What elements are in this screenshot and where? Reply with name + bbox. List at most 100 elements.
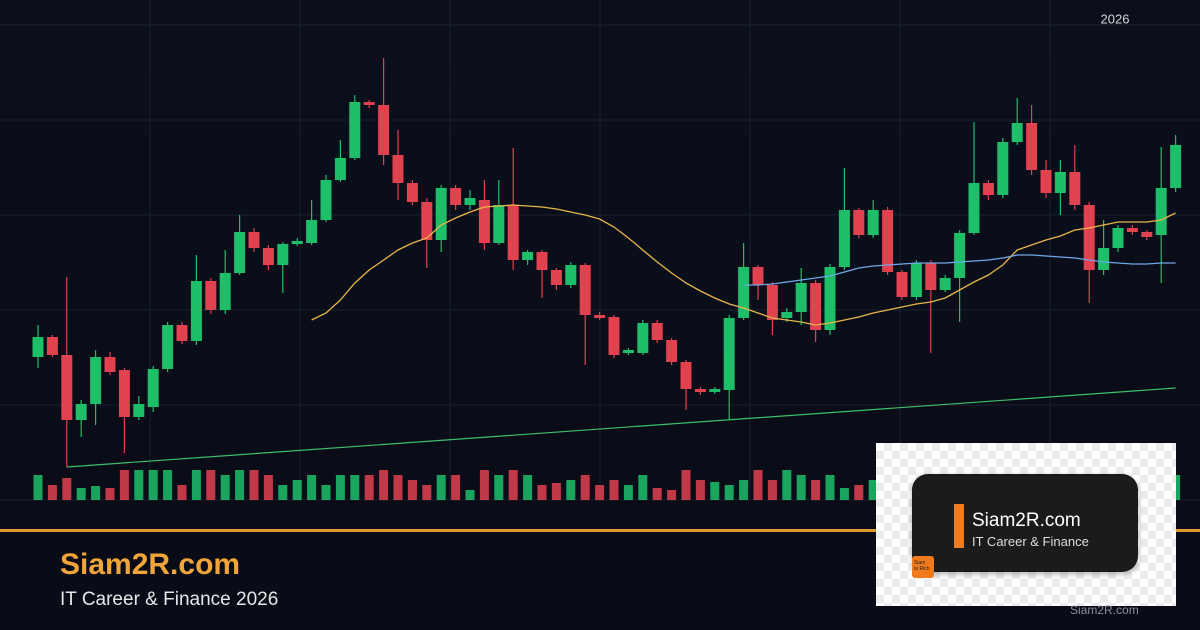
candle-body (190, 281, 202, 341)
volume-bar (249, 470, 259, 500)
candle-body (723, 318, 735, 390)
year-label: 2026 (1101, 11, 1130, 26)
candle-body (781, 312, 793, 318)
badge-line: Siam (914, 560, 926, 566)
candle-body (61, 355, 73, 420)
candle-body (205, 281, 217, 310)
candle-body (32, 337, 44, 357)
volume-bar (681, 470, 691, 500)
volume-bar (566, 480, 576, 500)
volume-bar (782, 470, 792, 500)
badge-line: to Rich (914, 566, 930, 572)
volume-bar (767, 480, 777, 500)
candle-body (478, 200, 490, 243)
candle-body (248, 232, 260, 248)
candle-body (1069, 172, 1081, 205)
candle-body (939, 278, 951, 290)
candle-body (550, 270, 562, 285)
volume-bar (422, 485, 432, 500)
candle-body (450, 188, 462, 205)
volume-bar (33, 475, 43, 500)
volume-bar (796, 475, 806, 500)
candle-body (104, 357, 116, 372)
volume-bar (350, 475, 360, 500)
volume-bar (148, 470, 158, 500)
candle-body (378, 105, 390, 155)
candle-body (90, 357, 102, 404)
volume-bar (292, 480, 302, 500)
candle-body (651, 323, 663, 340)
volume-bar (508, 470, 518, 500)
candle-body (507, 205, 519, 260)
volume-bar (710, 482, 720, 500)
volume-bar (451, 475, 461, 500)
volume-bar (854, 485, 864, 500)
divider (0, 529, 1200, 532)
volume-bar (523, 475, 533, 500)
candle-body (666, 340, 678, 362)
volume-bar (191, 470, 201, 500)
volume-bar (494, 475, 504, 500)
candle-body (1098, 248, 1110, 270)
logo-overlay: Siam2R.com IT Career & Finance Siam to R… (876, 443, 1176, 606)
volume-bar (667, 490, 677, 500)
candle-body (896, 272, 908, 297)
logo-card: Siam2R.com IT Career & Finance Siam to R… (912, 474, 1138, 578)
candle-body (1083, 205, 1095, 270)
candle-body (234, 232, 246, 273)
volume-bar (638, 475, 648, 500)
volume-bar (393, 475, 403, 500)
candle-body (219, 273, 231, 310)
candle-body (752, 267, 764, 285)
candle-body (997, 142, 1009, 195)
logo-subtitle: IT Career & Finance (972, 534, 1089, 549)
volume-bar (753, 470, 763, 500)
candle-body (795, 283, 807, 312)
volume-bar (609, 480, 619, 500)
volume-bar (479, 470, 489, 500)
logo-bar (954, 504, 964, 548)
volume-bar (307, 475, 317, 500)
candle-body (925, 263, 937, 290)
candle-body (493, 205, 505, 243)
vertical-grid (149, 0, 1051, 500)
candle-body (262, 248, 274, 265)
candle-body (1155, 188, 1167, 235)
volume-bar (321, 485, 331, 500)
candle-body (968, 183, 980, 233)
candle-body (867, 210, 879, 235)
candle-body (334, 158, 346, 180)
volume-bar (134, 470, 144, 500)
candle-body (522, 252, 534, 260)
volume-bar (839, 488, 849, 500)
candle-body (147, 369, 159, 407)
candle-body (694, 389, 706, 392)
brand-title: Siam2R.com (60, 548, 241, 581)
volume-bar (595, 485, 605, 500)
candle-body (1112, 228, 1124, 248)
volume-bar (436, 475, 446, 500)
volume-bar (263, 475, 273, 500)
candle-body (622, 350, 634, 353)
candle-body (680, 362, 692, 389)
watermark: Siam2R.com (1070, 603, 1139, 617)
volume-bar (724, 485, 734, 500)
volume-bar (623, 485, 633, 500)
candle-body (277, 244, 289, 265)
volume-bar (364, 475, 374, 500)
candle-body (579, 265, 591, 315)
volume-bar (91, 486, 101, 500)
volume-bar (206, 470, 216, 500)
volume-bar (235, 470, 245, 500)
candle-body (75, 404, 87, 420)
candle-body (882, 210, 894, 272)
candle-body (1126, 228, 1138, 232)
candle-body (709, 389, 721, 392)
candle-body (1011, 123, 1023, 142)
candle-body (176, 325, 188, 341)
volume-bar (177, 485, 187, 500)
candle-body (810, 283, 822, 330)
candle-body (306, 220, 318, 243)
volume-bar (811, 480, 821, 500)
volume-bar (76, 488, 86, 500)
